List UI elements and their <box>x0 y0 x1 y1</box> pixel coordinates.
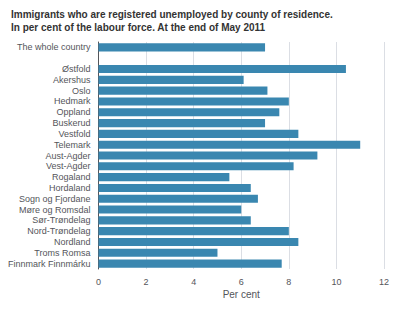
svg-text:Møre og Romsdal: Møre og Romsdal <box>19 205 91 215</box>
svg-text:Telemark: Telemark <box>54 140 91 150</box>
svg-text:0: 0 <box>96 277 101 287</box>
svg-text:Buskerud: Buskerud <box>52 118 90 128</box>
svg-text:Oslo: Oslo <box>72 86 91 96</box>
svg-text:In per cent of the labour forc: In per cent of the labour force. At the … <box>11 22 266 33</box>
svg-text:4: 4 <box>191 277 196 287</box>
svg-text:Sør-Trøndelag: Sør-Trøndelag <box>32 215 90 225</box>
svg-text:Vestfold: Vestfold <box>58 129 90 139</box>
svg-text:2: 2 <box>144 277 149 287</box>
svg-text:Vest-Agder: Vest-Agder <box>46 161 91 171</box>
svg-text:Immigrants who are registered: Immigrants who are registered unemployed… <box>11 9 333 20</box>
svg-text:Hordaland: Hordaland <box>49 183 91 193</box>
svg-text:6: 6 <box>239 277 244 287</box>
svg-text:Sogn og Fjordane: Sogn og Fjordane <box>19 194 91 204</box>
svg-text:Nordland: Nordland <box>54 237 91 247</box>
svg-text:Rogaland: Rogaland <box>52 172 91 182</box>
svg-text:Nord-Trøndelag: Nord-Trøndelag <box>27 226 90 236</box>
svg-text:12: 12 <box>379 277 389 287</box>
svg-text:Hedmark: Hedmark <box>54 96 91 106</box>
svg-text:The whole country: The whole country <box>17 42 91 52</box>
svg-text:Troms Romsa: Troms Romsa <box>34 248 90 258</box>
svg-text:Akershus: Akershus <box>53 75 91 85</box>
svg-text:Aust-Agder: Aust-Agder <box>45 151 90 161</box>
svg-text:10: 10 <box>331 277 341 287</box>
svg-text:8: 8 <box>286 277 291 287</box>
svg-text:Per cent: Per cent <box>223 289 260 300</box>
svg-text:Østfold: Østfold <box>62 64 91 74</box>
svg-text:Oppland: Oppland <box>56 107 90 117</box>
svg-text:Finnmark Finnmárku: Finnmark Finnmárku <box>8 259 91 269</box>
